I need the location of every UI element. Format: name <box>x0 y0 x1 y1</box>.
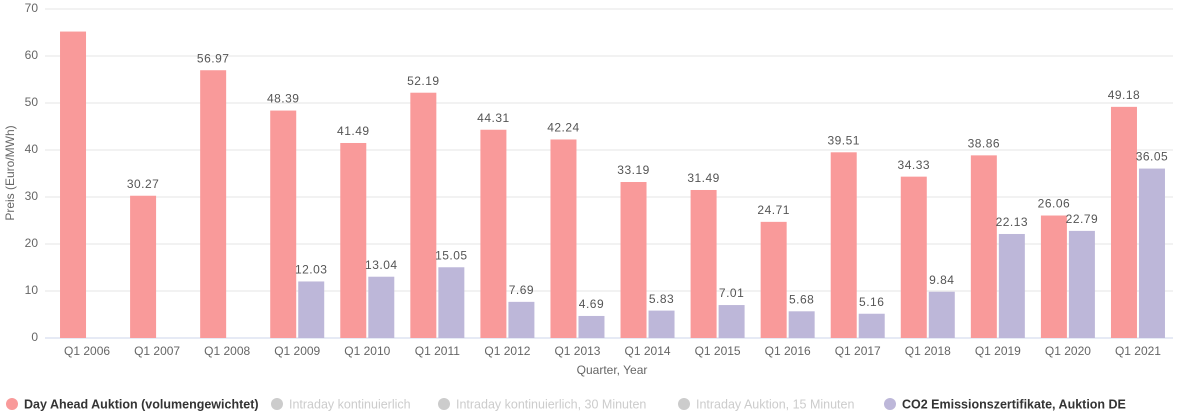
y-axis-label: Preis (Euro/MWh) <box>3 125 17 220</box>
bar <box>270 110 297 338</box>
x-tick-label: Q1 2007 <box>134 344 180 358</box>
bar <box>788 311 815 338</box>
x-axis-label: Quarter, Year <box>577 363 648 377</box>
data-label: 13.04 <box>365 258 398 272</box>
legend-item[interactable]: Intraday Auktion, 15 Minuten <box>696 397 854 411</box>
data-label: 44.31 <box>477 111 510 125</box>
data-label: 49.18 <box>1108 88 1141 102</box>
data-label: 48.39 <box>267 92 300 106</box>
bar <box>1110 106 1137 338</box>
data-label: 5.68 <box>789 292 814 306</box>
bar <box>130 195 157 338</box>
bar <box>368 276 395 338</box>
legend-item[interactable]: Intraday kontinuierlich <box>289 397 411 411</box>
data-label: 39.51 <box>827 133 860 147</box>
bar <box>718 305 745 338</box>
data-label: 41.49 <box>337 124 370 138</box>
legend-item[interactable]: Day Ahead Auktion (volumengewichtet) <box>24 397 259 411</box>
y-tick-label: 40 <box>25 142 39 156</box>
bar <box>298 281 325 338</box>
bar <box>928 291 955 338</box>
bar <box>1068 230 1095 338</box>
y-tick-label: 50 <box>25 95 39 109</box>
x-tick-label: Q1 2013 <box>554 344 600 358</box>
bar <box>858 313 885 338</box>
y-tick-label: 0 <box>31 330 38 344</box>
bar <box>578 315 605 338</box>
data-label: 5.83 <box>649 292 674 306</box>
data-label: 42.24 <box>547 121 580 135</box>
bar <box>1138 168 1165 338</box>
x-tick-label: Q1 2019 <box>975 344 1021 358</box>
data-label: 12.03 <box>295 263 328 277</box>
legend-marker[interactable] <box>271 398 283 410</box>
data-label: 9.84 <box>929 273 954 287</box>
y-tick-label: 20 <box>25 236 39 250</box>
data-label: 5.16 <box>859 295 884 309</box>
x-tick-label: Q1 2017 <box>835 344 881 358</box>
legend-marker[interactable] <box>678 398 690 410</box>
bar <box>200 70 227 338</box>
bar <box>998 233 1025 338</box>
data-label: 15.05 <box>435 248 468 262</box>
bar <box>60 31 87 339</box>
data-label: 52.19 <box>407 74 440 88</box>
bar <box>648 310 675 338</box>
bar <box>438 267 465 338</box>
data-label: 7.01 <box>719 286 744 300</box>
data-label: 38.86 <box>968 137 1001 151</box>
bar <box>900 176 927 338</box>
bar <box>620 182 647 338</box>
x-tick-label: Q1 2016 <box>765 344 811 358</box>
data-label: 36.05 <box>1136 150 1169 164</box>
bar <box>830 152 857 338</box>
data-label: 30.27 <box>127 177 160 191</box>
x-tick-label: Q1 2011 <box>415 344 460 358</box>
bar <box>508 301 535 338</box>
x-tick-label: Q1 2009 <box>274 344 320 358</box>
x-tick-label: Q1 2006 <box>64 344 110 358</box>
legend-marker[interactable] <box>438 398 450 410</box>
data-label: 7.69 <box>509 283 534 297</box>
data-label: 26.06 <box>1038 197 1071 211</box>
x-tick-label: Q1 2015 <box>695 344 741 358</box>
bar <box>340 142 367 338</box>
y-tick-label: 70 <box>25 1 39 15</box>
y-tick-label: 60 <box>25 48 39 62</box>
x-tick-label: Q1 2018 <box>905 344 951 358</box>
data-label: 33.19 <box>617 163 650 177</box>
bar <box>690 189 717 338</box>
x-tick-label: Q1 2020 <box>1045 344 1091 358</box>
legend-item[interactable]: CO2 Emissionszertifikate, Auktion DE <box>902 397 1126 411</box>
data-label: 22.13 <box>996 215 1029 229</box>
x-tick-label: Q1 2014 <box>625 344 671 358</box>
y-tick-label: 30 <box>25 189 39 203</box>
bar <box>1040 215 1067 338</box>
data-label: 56.97 <box>197 51 230 65</box>
data-label: 34.33 <box>898 158 931 172</box>
data-label: 4.69 <box>579 297 604 311</box>
bar <box>480 129 507 338</box>
legend-item[interactable]: Intraday kontinuierlich, 30 Minuten <box>456 397 646 411</box>
bar <box>550 139 577 338</box>
x-tick-label: Q1 2008 <box>204 344 250 358</box>
bar <box>410 92 437 338</box>
legend-marker[interactable] <box>884 398 896 410</box>
x-tick-label: Q1 2012 <box>484 344 530 358</box>
x-tick-label: Q1 2010 <box>344 344 390 358</box>
data-label: 22.79 <box>1066 212 1099 226</box>
data-label: 24.71 <box>757 203 790 217</box>
y-tick-label: 10 <box>25 283 39 297</box>
x-tick-label: Q1 2021 <box>1115 344 1161 358</box>
data-label: 31.49 <box>687 171 720 185</box>
bar <box>760 221 787 338</box>
bar <box>970 155 997 338</box>
legend-marker[interactable] <box>6 398 18 410</box>
